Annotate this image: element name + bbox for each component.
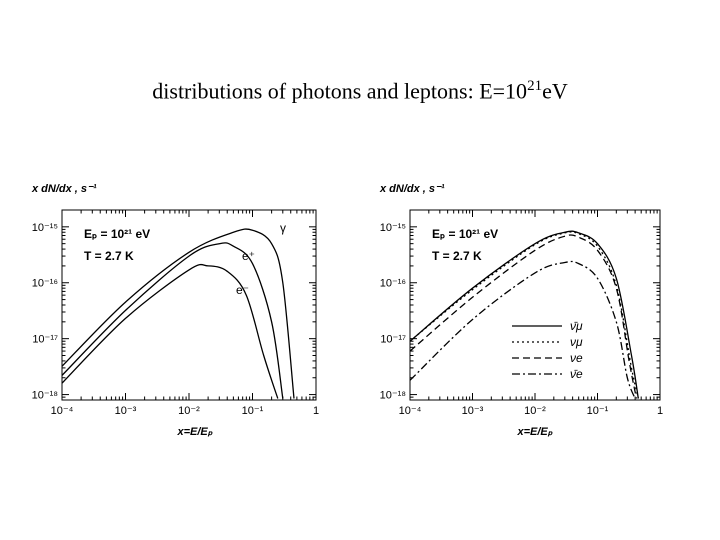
- series-line-2: [410, 234, 638, 399]
- y-axis-label: x dN/dx , s⁻¹: [379, 183, 445, 195]
- y-tick-label: 10⁻¹⁶: [380, 278, 406, 290]
- series-line-0: [62, 228, 295, 399]
- y-tick-label: 10⁻¹⁵: [32, 222, 58, 234]
- legend-label: νμ: [570, 335, 583, 349]
- annotation-energy: Eₚ = 10²¹ eV: [432, 227, 498, 241]
- y-tick-label: 10⁻¹⁸: [32, 390, 58, 402]
- annotation-temperature: T = 2.7 K: [84, 249, 134, 263]
- legend-label: ν̄e: [570, 367, 583, 381]
- x-tick-label: 1: [657, 405, 663, 417]
- legend-label: νe: [570, 351, 583, 365]
- x-tick-label: 1: [313, 405, 319, 417]
- curve-label: e⁻: [236, 283, 249, 297]
- x-tick-label: 10⁻⁴: [399, 405, 422, 417]
- curve-label: e⁺: [242, 249, 255, 263]
- series-line-1: [410, 231, 639, 399]
- x-axis-label: x=E/Eₚ: [517, 426, 553, 438]
- y-tick-label: 10⁻¹⁵: [380, 222, 406, 234]
- series-line-0: [410, 230, 639, 399]
- x-tick-label: 10⁻¹: [587, 405, 609, 417]
- annotation-temperature: T = 2.7 K: [432, 249, 482, 263]
- slide-title-exponent: 21: [527, 78, 543, 94]
- x-tick-label: 10⁻³: [462, 405, 484, 417]
- series-line-3: [410, 260, 636, 399]
- x-tick-label: 10⁻⁴: [51, 405, 74, 417]
- y-axis-label: x dN/dx , s⁻¹: [31, 183, 97, 195]
- x-tick-label: 10⁻²: [178, 405, 200, 417]
- y-tick-label: 10⁻¹⁶: [32, 278, 58, 290]
- y-tick-label: 10⁻¹⁷: [32, 334, 58, 346]
- x-tick-label: 10⁻³: [115, 405, 137, 417]
- x-axis-label: x=E/Eₚ: [177, 426, 213, 438]
- x-tick-label: 10⁻²: [524, 405, 546, 417]
- annotation-energy: Eₚ = 10²¹ eV: [84, 227, 150, 241]
- series-line-1: [62, 242, 284, 399]
- slide-title-main: distributions of photons and leptons: E=…: [152, 78, 528, 104]
- y-tick-label: 10⁻¹⁷: [380, 334, 406, 346]
- x-tick-label: 10⁻¹: [242, 405, 264, 417]
- slide-title-unit: eV: [542, 78, 568, 104]
- curve-label: γ: [280, 221, 286, 235]
- legend-label: ν̄μ: [570, 319, 583, 333]
- photon-electron-chart: 10⁻⁴ 10⁻³ 10⁻² 10⁻¹ 1 10⁻¹⁵ 10⁻¹⁶ 10⁻¹⁷ 10⁻¹⁸ x d…: [31, 183, 319, 438]
- neutrino-chart: 10⁻⁴ 10⁻³ 10⁻² 10⁻¹ 1 10⁻¹⁵ 10⁻¹⁶ 10⁻¹⁷ 10⁻¹⁸ x d…: [379, 183, 663, 438]
- y-tick-label: 10⁻¹⁸: [380, 390, 406, 402]
- slide-title: distributions of photons and leptons: E=…: [0, 78, 720, 104]
- series-line-2: [62, 263, 279, 399]
